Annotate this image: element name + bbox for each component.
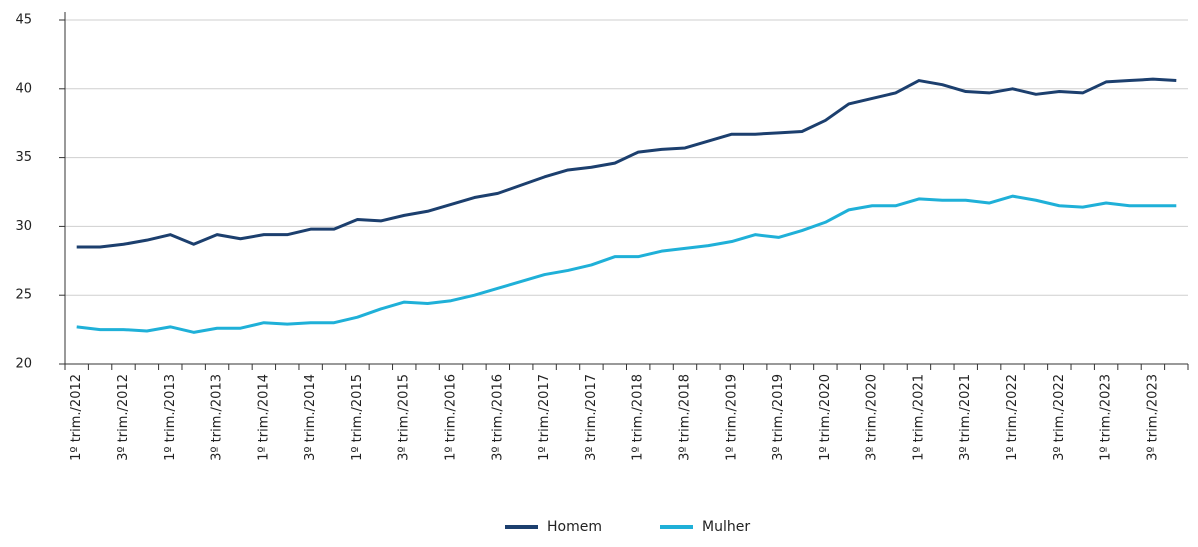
x-tick-label: 3º trim./2015 <box>397 374 412 461</box>
x-tick-label: 1º trim./2020 <box>818 374 833 461</box>
line <box>76 77 1177 249</box>
x-tick-label: 1º trim./2016 <box>444 374 459 461</box>
x-tick-label: 3º trim./2012 <box>116 374 131 461</box>
y-tick-label: 40 <box>15 81 32 96</box>
x-tick-label: 1º trim./2018 <box>631 374 646 461</box>
y-tick-label: 20 <box>15 357 32 372</box>
x-tick-label: 3º trim./2019 <box>771 374 786 461</box>
x-tick-label: 3º trim./2021 <box>958 374 973 461</box>
x-tick-label: 3º trim./2013 <box>210 374 225 461</box>
x-tick-label: 1º trim./2015 <box>350 374 365 461</box>
y-tick-label: 45 <box>15 13 32 28</box>
y-tick-label: 30 <box>15 219 32 234</box>
legend-label: Homem <box>547 519 602 535</box>
line <box>76 194 1177 334</box>
x-tick-label: 1º trim./2017 <box>537 374 552 461</box>
x-tick-label: 1º trim./2023 <box>1099 374 1114 461</box>
x-tick-label: 3º trim./2022 <box>1052 374 1067 461</box>
x-tick-label: 3º trim./2020 <box>865 374 880 461</box>
x-tick-label: 3º trim./2023 <box>1145 374 1160 461</box>
x-tick-label: 1º trim./2019 <box>724 374 739 461</box>
x-tick-label: 1º trim./2021 <box>911 374 926 461</box>
x-tick-label: 1º trim./2012 <box>69 374 84 461</box>
y-tick-label: 35 <box>15 150 32 165</box>
x-tick-label: 3º trim./2018 <box>677 374 692 461</box>
x-tick-label: 3º trim./2016 <box>490 374 505 461</box>
legend-label: Mulher <box>702 519 750 535</box>
x-tick-label: 3º trim./2017 <box>584 374 599 461</box>
x-tick-label: 1º trim./2022 <box>1005 374 1020 461</box>
y-tick-label: 25 <box>15 288 32 303</box>
x-tick-label: 1º trim./2013 <box>163 374 178 461</box>
x-tick-label: 3º trim./2014 <box>303 374 318 461</box>
x-tick-label: 1º trim./2014 <box>256 374 271 461</box>
